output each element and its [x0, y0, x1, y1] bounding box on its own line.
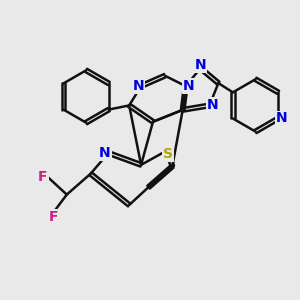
- Text: N: N: [195, 58, 206, 72]
- Text: N: N: [276, 112, 287, 125]
- Text: S: S: [163, 148, 173, 161]
- Text: N: N: [132, 79, 144, 93]
- Text: F: F: [49, 210, 58, 224]
- Text: N: N: [183, 79, 194, 93]
- Text: N: N: [207, 98, 219, 112]
- Text: N: N: [99, 146, 111, 160]
- Text: F: F: [38, 170, 48, 184]
